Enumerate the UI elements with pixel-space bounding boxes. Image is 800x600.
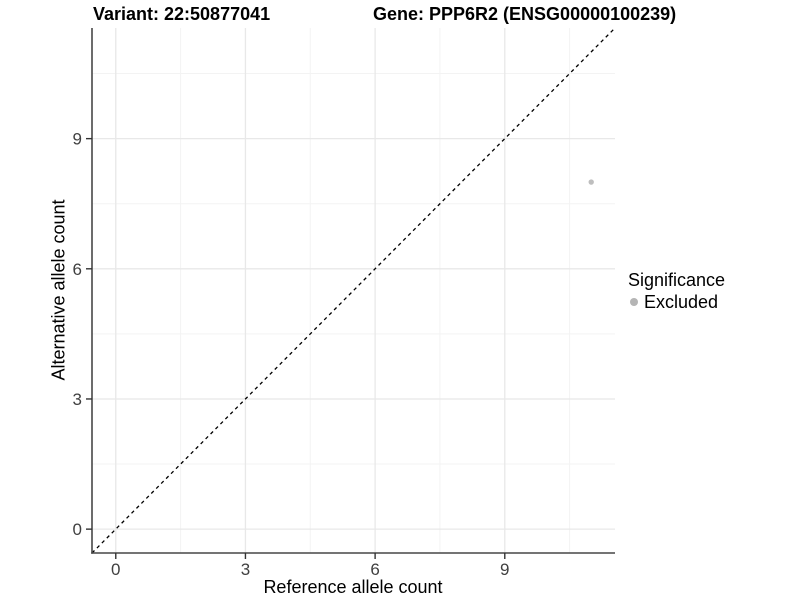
x-tick-label: 6 (370, 560, 379, 579)
legend-entry-excluded: Excluded (630, 292, 725, 312)
variant-title: Variant: 22:50877041 (93, 4, 271, 24)
legend-title: Significance (628, 270, 726, 290)
x-tick-label: 3 (241, 560, 250, 579)
x-tick-label: 0 (111, 560, 120, 579)
y-tick-label: 0 (73, 520, 82, 539)
excluded-point-icon (630, 298, 638, 306)
y-tick-label: 3 (73, 390, 82, 409)
x-axis-title: Reference allele count (263, 577, 443, 597)
legend: Significance Excluded (628, 270, 725, 312)
y-axis-title: Alternative allele count (48, 199, 69, 381)
y-tick-label: 6 (73, 260, 82, 279)
y-tick-label: 9 (73, 130, 82, 149)
gene-title: Gene: PPP6R2 (ENSG00000100239) (373, 4, 677, 24)
legend-entry-label: Excluded (644, 292, 719, 312)
x-tick-label: 9 (500, 560, 509, 579)
identity-line (91, 27, 616, 554)
data-point-excluded (588, 179, 594, 185)
